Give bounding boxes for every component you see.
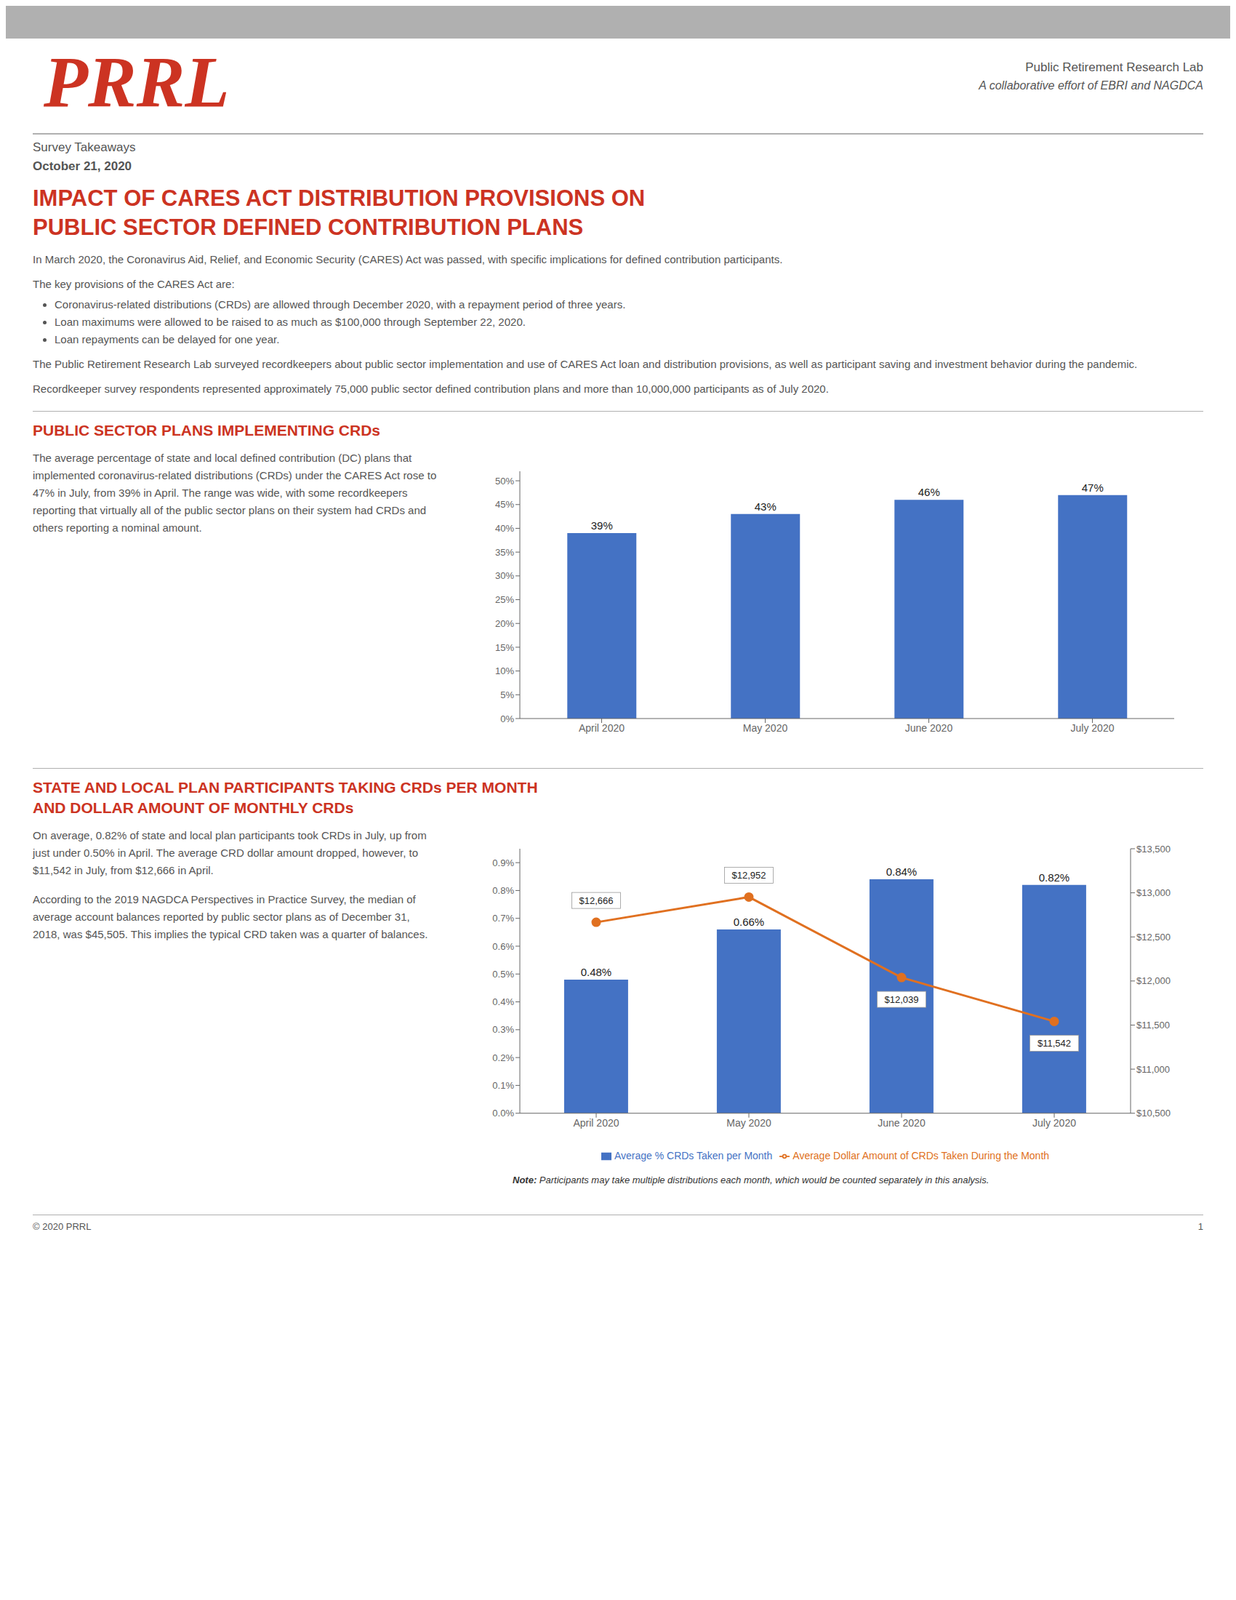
html-text:Coronavirus-related distributi: Coronavirus-related distributions (CRDs)… [54,298,626,311]
html-text:Survey Takeaways: Survey Takeaways [32,140,136,155]
svg-text:0.4%: 0.4% [492,996,515,1007]
svg-text:0.5%: 0.5% [492,968,515,980]
svg-text:$12,666: $12,666 [579,895,614,906]
html-text:STATE AND LOCAL PLAN PARTICIPA: STATE AND LOCAL PLAN PARTICIPANTS TAKING… [32,778,538,796]
svg-text:45%: 45% [495,498,515,510]
html-text:PRRL: PRRL [43,41,230,123]
html-text:AND DOLLAR AMOUNT OF MONTHLY C: AND DOLLAR AMOUNT OF MONTHLY CRDs [32,799,354,816]
svg-text:50%: 50% [495,475,515,487]
svg-text:40%: 40% [495,522,515,534]
html-text:Note: Participants may take mu: Note: Participants may take multiple dis… [512,1174,990,1186]
svg-text:30%: 30% [495,570,515,581]
svg-text:July 2020: July 2020 [1032,1116,1077,1129]
svg-text:0.48%: 0.48% [580,965,613,978]
html-text:Loan maximums were allowed to: Loan maximums were allowed to be raised … [54,315,526,328]
html-text:Average Dollar Amount of CRDs: Average Dollar Amount of CRDs Taken Duri… [792,1149,1050,1161]
svg-text:0.2%: 0.2% [492,1052,515,1063]
svg-text:0.3%: 0.3% [492,1023,515,1035]
svg-text:5%: 5% [500,689,515,701]
svg-text:June 2020: June 2020 [905,721,954,734]
svg-text:April 2020: April 2020 [578,721,625,734]
html-text:In March 2020, the Coronavirus: In March 2020, the Coronavirus Aid, Reli… [32,253,783,266]
svg-text:$11,000: $11,000 [1136,1063,1170,1075]
svg-text:June 2020: June 2020 [877,1116,926,1129]
html-text:The average percentage of stat: The average percentage of state and loca… [32,451,437,534]
svg-text:$11,542: $11,542 [1037,1037,1071,1049]
svg-text:$12,500: $12,500 [1136,931,1171,943]
svg-text:0.66%: 0.66% [733,915,765,928]
svg-text:0.7%: 0.7% [492,912,515,924]
svg-text:$12,952: $12,952 [732,869,767,881]
svg-text:0.8%: 0.8% [492,884,515,896]
svg-text:April 2020: April 2020 [572,1116,619,1129]
svg-text:39%: 39% [591,519,613,532]
html-text:According to the 2019 NAGDCA P: According to the 2019 NAGDCA Perspective… [32,892,428,941]
svg-text:0.84%: 0.84% [886,865,918,878]
html-text:The Public Retirement Research: The Public Retirement Research Lab surve… [32,357,1138,371]
svg-text:$10,500: $10,500 [1136,1107,1171,1119]
svg-text:May 2020: May 2020 [726,1116,772,1129]
svg-text:0%: 0% [500,713,515,725]
svg-text:$12,000: $12,000 [1136,974,1171,986]
svg-text:$12,039: $12,039 [884,993,920,1005]
html-text:© 2020 PRRL: © 2020 PRRL [32,1220,92,1232]
html-text:Public Retirement Research Lab: Public Retirement Research Lab [1025,60,1204,75]
svg-text:0.0%: 0.0% [492,1107,515,1119]
svg-text:20%: 20% [495,618,515,629]
svg-text:43%: 43% [754,500,777,513]
svg-text:15%: 15% [495,641,515,653]
html-text:Loan repayments can be delayed: Loan repayments can be delayed for one y… [54,332,280,346]
svg-text:May 2020: May 2020 [743,721,789,734]
html-text:PUBLIC SECTOR PLANS IMPLEMENTI: PUBLIC SECTOR PLANS IMPLEMENTING CRDs [32,421,381,439]
svg-text:0.1%: 0.1% [492,1079,515,1091]
svg-text:46%: 46% [918,485,941,499]
svg-text:35%: 35% [495,546,515,558]
svg-text:0.6%: 0.6% [492,940,515,952]
svg-text:$13,000: $13,000 [1136,887,1171,898]
html-text:IMPACT OF CARES ACT DISTRIBUTI: IMPACT OF CARES ACT DISTRIBUTION PROVISI… [32,185,646,211]
html-text:October 21, 2020: October 21, 2020 [32,159,132,174]
html-text:1: 1 [1198,1220,1204,1232]
svg-text:July 2020: July 2020 [1070,721,1115,734]
svg-text:25%: 25% [495,594,515,605]
html-text:On average, 0.82% of state and: On average, 0.82% of state and local pla… [32,828,427,877]
html-text:Recordkeeper survey respondent: Recordkeeper survey respondents represen… [32,382,829,395]
html-text:A collaborative effort of EBRI: A collaborative effort of EBRI and NAGDC… [978,79,1204,92]
svg-text:$13,500: $13,500 [1136,843,1171,855]
svg-text:$11,500: $11,500 [1136,1019,1170,1031]
svg-text:47%: 47% [1081,481,1104,494]
svg-text:0.82%: 0.82% [1038,871,1071,884]
svg-text:10%: 10% [495,665,515,677]
svg-text:0.9%: 0.9% [492,857,515,869]
html-text:The key provisions of the CARE: The key provisions of the CARES Act are: [32,277,235,291]
html-text:PUBLIC SECTOR DEFINED CONTRIBU: PUBLIC SECTOR DEFINED CONTRIBUTION PLANS [32,214,584,240]
html-text:Average % CRDs Taken per Month: Average % CRDs Taken per Month [614,1149,773,1161]
